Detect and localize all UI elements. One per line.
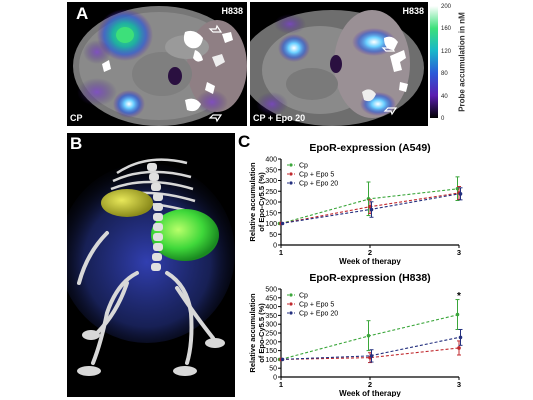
y-tick-label: 0 — [273, 243, 277, 250]
x-tick-label: 3 — [457, 248, 461, 257]
right-image-cell-line: H838 — [402, 6, 424, 16]
ct-image-right: H838 CP + Epo 20 — [250, 2, 428, 126]
right-image-condition: CP + Epo 20 — [253, 113, 306, 123]
panel-a-letter: A — [76, 4, 89, 23]
y-tick-label: 0 — [273, 375, 277, 382]
data-point — [366, 333, 371, 338]
legend-marker — [289, 311, 293, 315]
y-tick-label: 150 — [265, 210, 277, 217]
left-image-condition: CP — [70, 113, 83, 123]
colorbar-tick-label: 40 — [441, 93, 448, 100]
data-point — [369, 354, 374, 358]
y-tick-label: 50 — [269, 366, 277, 373]
chart-a549: 0 50 100 150 200 250 300 350 400 1 2 3 Week of thera… — [248, 157, 463, 265]
colorbar-tick-label: 160 — [441, 26, 452, 33]
y-tick-label: 150 — [265, 348, 277, 355]
y-tick-label: 400 — [265, 157, 277, 164]
ct-scan-right-graphic — [250, 10, 424, 126]
legend-label: Cp + Epo 5 — [299, 302, 334, 309]
data-point — [368, 204, 372, 209]
legend-label: Cp + Epo 20 — [299, 311, 338, 318]
y-tick-label: 200 — [265, 200, 277, 207]
chart-h838-title: EpoR-expression (H838) — [309, 272, 431, 284]
left-image-cell-line: H838 — [221, 6, 243, 16]
chart-a549-title: EpoR-expression (A549) — [309, 142, 431, 154]
x-tick-label: 3 — [457, 380, 461, 389]
data-point — [455, 186, 460, 191]
data-point — [280, 357, 285, 362]
colorbar — [430, 6, 438, 118]
colorbar-label-box: Probe accumulation in nM — [455, 6, 469, 118]
data-point — [280, 221, 285, 226]
ct-image-left: H838 CP — [67, 2, 247, 126]
colorbar-tick-label: 80 — [441, 71, 448, 78]
y-tick-label: 250 — [265, 189, 277, 196]
colorbar-tick-label: 200 — [441, 4, 452, 10]
significance-annotation: * — [457, 291, 461, 302]
y-tick-label: 200 — [265, 339, 277, 346]
data-point — [455, 312, 460, 317]
legend-label: Cp + Epo 5 — [299, 172, 334, 179]
y-tick-label: 350 — [265, 167, 277, 174]
y-tick-label: 500 — [265, 287, 277, 294]
y-tick-label: 300 — [265, 178, 277, 185]
legend-marker — [289, 302, 293, 306]
y-tick-label: 350 — [265, 313, 277, 320]
x-axis-label: Week of therapy — [339, 389, 401, 397]
x-tick-label: 2 — [368, 248, 372, 257]
legend-marker — [289, 181, 293, 185]
x-tick-label: 1 — [279, 380, 283, 389]
panel-c-letter: C — [238, 132, 251, 151]
x-axis-label: Week of therapy — [339, 257, 401, 265]
colorbar-ticks: 200 160 120 80 40 0 — [441, 4, 457, 122]
y-tick-label: 50 — [269, 232, 277, 239]
colorbar-label: Probe accumulation in nM — [457, 12, 467, 112]
colorbar-tick-label: 120 — [441, 48, 452, 55]
y-tick-label: 250 — [265, 331, 277, 338]
panel-b-letter: B — [70, 134, 83, 153]
y-tick-label: 300 — [265, 322, 277, 329]
data-point — [457, 346, 461, 350]
y-tick-label: 100 — [265, 357, 277, 364]
y-tick-label: 450 — [265, 295, 277, 302]
skeleton-render-graphic — [67, 158, 235, 376]
data-point — [458, 335, 463, 340]
legend-marker — [289, 293, 293, 297]
legend-label: Cp + Epo 20 — [299, 181, 338, 188]
data-point — [458, 192, 463, 196]
ct-scan-left-graphic — [73, 6, 247, 126]
x-tick-label: 1 — [279, 248, 283, 257]
y-axis-label: Relative accumulationof Epo-Cy5.5 (%) — [248, 293, 266, 373]
y-tick-label: 100 — [265, 221, 277, 228]
y-tick-label: 400 — [265, 304, 277, 311]
legend-label: Cp — [299, 293, 308, 300]
x-tick-label: 2 — [368, 380, 372, 389]
legend-marker — [289, 163, 293, 167]
legend-label: Cp — [299, 163, 308, 170]
y-axis-label: Relative accumulationof Epo-Cy5.5 (%) — [248, 162, 266, 242]
data-point — [369, 207, 374, 212]
colorbar-tick-label: 0 — [441, 116, 445, 122]
legend-marker — [289, 172, 293, 176]
panel-b-image — [67, 133, 235, 397]
